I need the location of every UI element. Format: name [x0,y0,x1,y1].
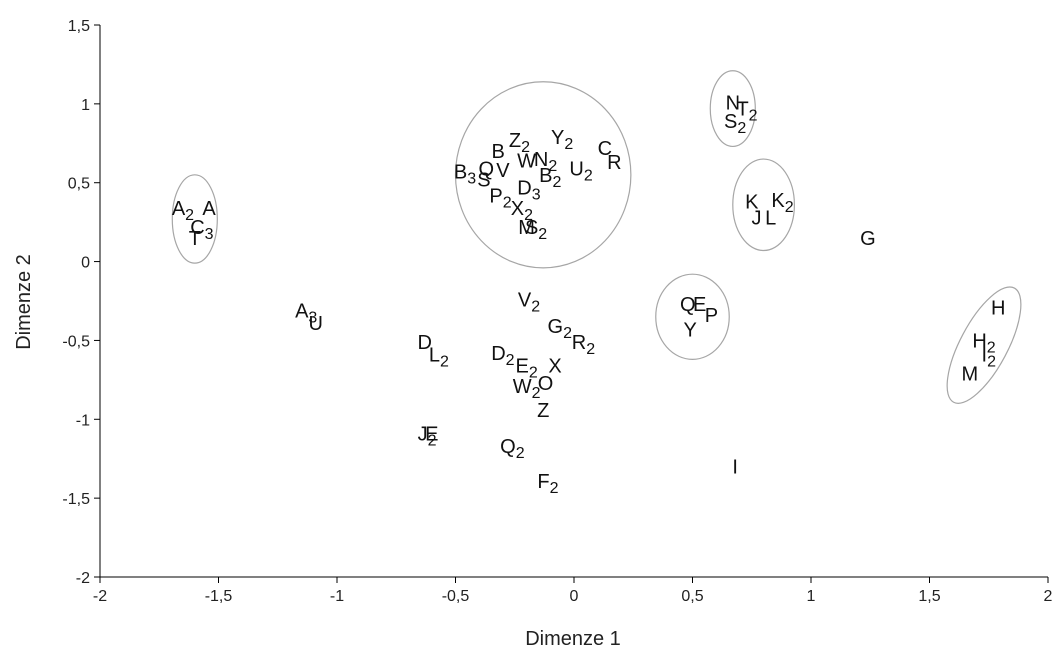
point-label: T [189,228,201,250]
point-label: Q2 [500,436,525,462]
x-tick-label: -2 [93,588,107,605]
point-label: E [425,423,438,445]
point-label: C3 [190,217,213,243]
point-label: D3 [517,177,540,203]
point-label: B3 [454,162,476,188]
point-label: D [417,332,431,354]
point-label: Z2 [509,130,530,156]
point-label: J [751,207,761,229]
y-tick-label: -2 [76,570,90,587]
point-label: B [491,141,504,163]
point-label: L [765,207,776,229]
x-tick-label: 0,5 [681,588,703,605]
x-tick-label: 0 [570,588,579,605]
cluster-ellipse [709,70,756,148]
point-label: X [548,356,561,378]
point-label: S [477,170,490,192]
x-tick-label: -1 [330,588,344,605]
point-label: S2 [724,111,746,137]
point-label: W2 [513,376,541,402]
y-tick-label: 0 [81,255,90,272]
point-label: N2 [534,149,557,175]
x-ticks: -2 -1,5 -1 -0,5 0 0,5 1 1,5 2 [93,577,1053,605]
point-label: R [607,152,621,174]
cluster-ellipse [732,158,796,252]
point-label: E2 [515,356,537,382]
x-tick-label: -0,5 [442,588,470,605]
point-label: Q [479,159,495,181]
point-label: E [693,294,706,316]
point-label: F2 [537,471,558,497]
axes [99,25,1048,578]
point-label: U2 [569,159,592,185]
point-label: R2 [572,332,595,358]
y-tick-label: -1,5 [62,491,90,508]
x-tick-label: -1,5 [205,588,233,605]
point-label: P [705,305,718,327]
point-label: M [961,364,978,386]
point-label: Z [537,400,549,422]
x-tick-label: 1 [807,588,816,605]
point-label: X2 [511,198,533,224]
point-label: A3 [295,300,317,326]
point-label: A [202,198,216,220]
point-label: D2 [491,343,514,369]
point-label: L2 [429,345,449,371]
cluster-ellipse [655,273,730,360]
point-label: S2 [525,217,547,243]
y-axis-title: Dimenze 2 [13,254,35,350]
point-label: J2 [418,423,437,449]
y-tick-label: 1 [81,97,90,114]
y-tick-label: 1,5 [68,18,90,35]
cluster-ellipse [946,286,1022,404]
point-label: Y [683,319,696,341]
y-tick-label: 0,5 [68,176,90,193]
y-tick-label: -0,5 [62,333,90,350]
point-label: Q [680,294,696,316]
y-ticks: -2 -1,5 -1 -0,5 0 0,5 1 1,5 [62,18,100,587]
point-label: V [496,160,510,182]
point-label: H2 [972,330,995,356]
point-label: G2 [548,316,573,342]
x-tick-label: 1,5 [918,588,940,605]
point-label: H [991,297,1005,319]
point-label: U [308,313,322,335]
point-label: N [726,92,740,114]
point-label: T2 [736,99,757,125]
point-label: Y2 [551,127,573,153]
point-label: M [518,217,535,239]
point-label: C [598,138,612,160]
point-label: I2 [982,345,997,371]
cluster-ellipses [171,70,1022,404]
point-label: G [860,228,876,250]
point-label: P2 [489,185,511,211]
cluster-ellipse [171,174,218,264]
point-label: O [538,373,554,395]
point-label: K [745,192,759,214]
x-tick-label: 2 [1044,588,1053,605]
y-tick-label: -1 [76,412,90,429]
x-axis-title: Dimenze 1 [525,628,621,650]
point-label: A2 [172,198,194,224]
point-label: B2 [539,165,561,191]
cluster-ellipse [454,81,632,269]
point-label: K2 [771,190,793,216]
point-label: V2 [518,289,540,315]
point-label: I [732,457,738,479]
point-label: W [517,151,536,173]
